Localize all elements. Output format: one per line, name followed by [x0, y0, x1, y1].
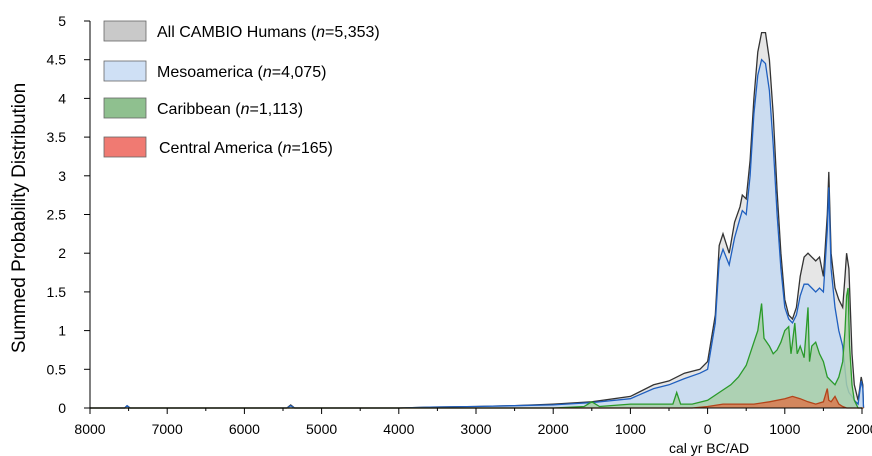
legend: All CAMBIO Humans (n=5,353) Mesoamerica (…	[103, 20, 380, 158]
y-tick-label: 3	[58, 168, 66, 184]
x-tick-label: 6000	[229, 421, 260, 437]
y-tick-label: 4	[58, 90, 66, 106]
y-tick-label: 2	[58, 245, 66, 261]
series-line-mesoamerica	[90, 58, 865, 409]
y-tick-label: 0.5	[47, 361, 67, 377]
axes: 8000 7000 6000 5000 4000 3000 2000 1000 0 1000 200…	[47, 13, 872, 437]
y-tick-label: 0	[58, 400, 66, 416]
legend-label-mesoamerica: Mesoamerica (n=4,075)	[157, 64, 326, 81]
y-tick-label: 3.5	[47, 129, 67, 145]
series-layer	[90, 31, 865, 409]
x-tick-label: 7000	[152, 421, 183, 437]
legend-label-caribbean: Caribbean (n=1,113)	[157, 101, 303, 118]
series-line-caribbean	[90, 287, 864, 409]
y-axis-label: Summed Probability Distribution	[9, 83, 30, 353]
legend-label-central-america: Central America (n=165)	[159, 140, 333, 157]
x-tick-label: 1000	[769, 421, 800, 437]
x-tick-label: 1000	[615, 421, 646, 437]
x-tick-label: 0	[704, 421, 712, 437]
legend-swatch-mesoamerica	[103, 60, 147, 82]
series-area-central-america	[90, 388, 864, 408]
y-tick-label: 2.5	[47, 207, 67, 223]
x-tick-label: 2000	[538, 421, 569, 437]
x-tick-label: 3000	[460, 421, 491, 437]
series-area-caribbean	[90, 288, 864, 408]
x-tick-label: 4000	[383, 421, 414, 437]
legend-label-all-cambio-humans: All CAMBIO Humans (n=5,353)	[157, 24, 380, 41]
x-tick-label: 5000	[306, 421, 337, 437]
x-tick-label: 2000	[846, 421, 872, 437]
legend-swatch-caribbean	[103, 97, 147, 119]
y-tick-label: 4.5	[47, 52, 67, 68]
y-tick-label: 1.5	[47, 284, 67, 300]
x-tick-label: 8000	[74, 421, 105, 437]
series-line-central-america	[90, 388, 864, 409]
legend-swatch-central-america	[103, 136, 147, 158]
y-tick-label: 1	[58, 323, 66, 339]
legend-swatch-all-cambio-humans	[103, 20, 147, 42]
y-tick-label: 5	[58, 13, 66, 29]
x-axis-label: cal yr BC/AD	[669, 440, 749, 456]
